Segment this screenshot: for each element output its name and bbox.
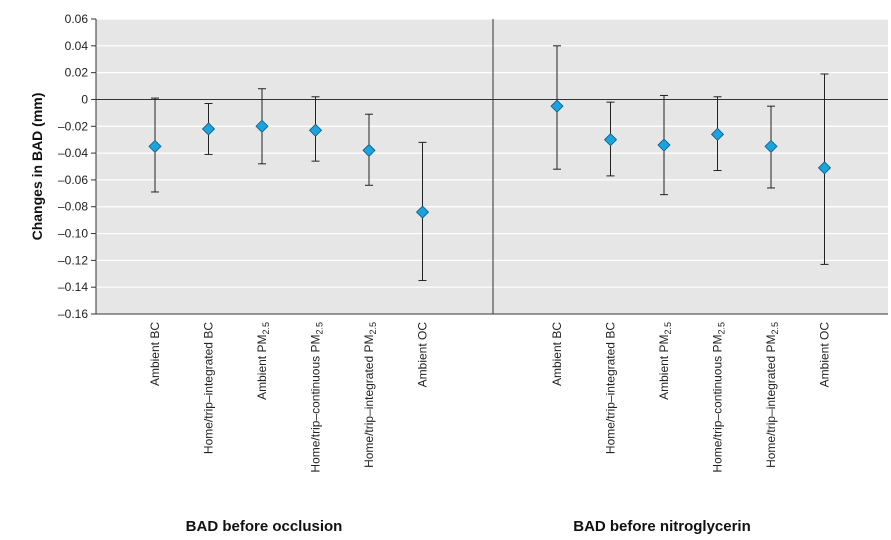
panel-1: Ambient BC Home/trip–integrated BC Ambient… bbox=[148, 88, 430, 535]
y-tick-label: –0.02 bbox=[58, 119, 88, 133]
point-estimate bbox=[657, 138, 671, 152]
point-estimate bbox=[255, 119, 269, 133]
point-estimate bbox=[710, 127, 725, 141]
y-tick-label: –0.06 bbox=[58, 173, 88, 187]
point-estimate bbox=[764, 139, 778, 153]
y-tick-label: –0.14 bbox=[58, 280, 88, 294]
panels: Ambient BC Home/trip–integrated BC Ambient… bbox=[148, 45, 832, 535]
category-label: Home/trip–integrated PM2.5 bbox=[764, 322, 780, 468]
point-estimate bbox=[362, 143, 376, 157]
y-tick-label: 0.06 bbox=[65, 12, 89, 26]
point-estimate bbox=[148, 139, 162, 153]
category-label: Ambient OC bbox=[818, 322, 832, 388]
grid-lines bbox=[95, 18, 888, 315]
y-tick-label: –0.04 bbox=[58, 146, 88, 160]
category-label: Ambient PM2.5 bbox=[255, 322, 271, 400]
category-label: Ambient OC bbox=[416, 322, 430, 388]
plot-area bbox=[96, 19, 888, 314]
point-estimate bbox=[550, 99, 564, 113]
panel-title: BAD before occlusion bbox=[186, 518, 343, 535]
panel-2: Ambient BC Home/trip–integrated BC Ambient… bbox=[550, 45, 832, 535]
category-label: Home/trip–continuous PM2.5 bbox=[711, 322, 727, 473]
category-label: Home/trip–integrated PM2.5 bbox=[362, 322, 378, 468]
point-estimate bbox=[603, 133, 618, 147]
point-estimate bbox=[201, 122, 216, 136]
category-label: Home/trip–integrated BC bbox=[604, 322, 618, 454]
category-label: Home/trip–integrated BC bbox=[202, 322, 216, 454]
panel-title: BAD before nitroglycerin bbox=[573, 518, 751, 535]
y-axis-label: Changes in BAD (mm) bbox=[29, 93, 45, 241]
y-tick-label: 0 bbox=[81, 92, 88, 106]
y-tick-label: –0.10 bbox=[58, 227, 88, 241]
y-tick-label: 0.02 bbox=[65, 66, 89, 80]
category-label: Home/trip–continuous PM2.5 bbox=[309, 322, 325, 473]
y-tick-label: –0.08 bbox=[58, 200, 88, 214]
point-estimate bbox=[415, 205, 430, 219]
category-label: Ambient BC bbox=[550, 322, 564, 386]
y-tick-label: 0.04 bbox=[65, 39, 89, 53]
category-label: Ambient BC bbox=[148, 322, 162, 386]
y-tick-label: –0.12 bbox=[58, 253, 88, 267]
category-label: Ambient PM2.5 bbox=[657, 322, 673, 400]
y-tick-label: –0.16 bbox=[58, 307, 88, 321]
point-estimate bbox=[308, 123, 323, 137]
point-estimate bbox=[817, 161, 832, 175]
y-axis-ticks: 0.06 0.04 0.02 0 –0.02 –0.04 –0.06 –0.08 –0.10 –0… bbox=[58, 12, 96, 321]
